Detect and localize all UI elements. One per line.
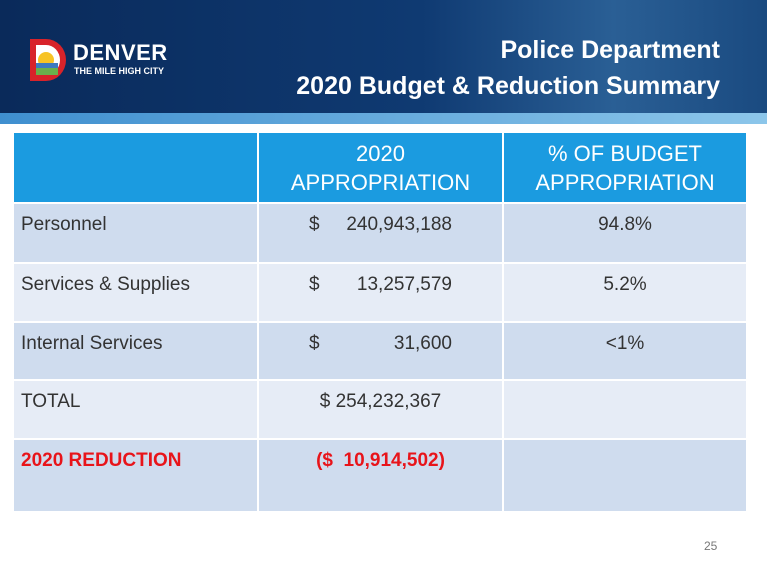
currency: $ (309, 333, 320, 354)
table-cell: 94.8% (504, 204, 748, 264)
table-cell: 5.2% (504, 264, 748, 323)
amount: $ 254,232,367 (319, 391, 442, 412)
table-cell: $ 254,232,367 (259, 381, 504, 440)
table-cell: $31,600 (259, 323, 504, 381)
header-text: APPROPRIATION (290, 170, 471, 195)
percent: 94.8% (598, 214, 652, 235)
brand: DENVER (73, 40, 168, 65)
table-row: 2020 REDUCTION ($ 10,914,502) (14, 440, 748, 513)
percent: <1% (605, 333, 645, 354)
row-label: TOTAL (21, 391, 81, 412)
table-cell: Services & Supplies (14, 264, 259, 323)
amount: 13,257,579 (356, 274, 452, 295)
table-row: Services & Supplies $13,257,579 5.2% (14, 264, 748, 323)
table-row: TOTAL $ 254,232,367 (14, 381, 748, 440)
page-number: 25 (704, 539, 718, 553)
row-label: Personnel (21, 214, 107, 235)
amount: 31,600 (393, 333, 452, 354)
header-text: APPROPRIATION (535, 170, 715, 195)
currency: $ (309, 214, 320, 235)
table-cell: <1% (504, 323, 748, 381)
amount: 240,943,188 (346, 214, 452, 235)
title-line: Police Department (500, 36, 720, 64)
table-cell (504, 440, 748, 513)
percent: 5.2% (603, 274, 647, 295)
logo (30, 39, 66, 81)
table-cell: 2020 REDUCTION (14, 440, 259, 513)
header-cell: % OF BUDGET APPROPRIATION (504, 133, 748, 204)
row-label: 2020 REDUCTION (21, 450, 182, 471)
header-cell: 2020 APPROPRIATION (259, 133, 504, 204)
table-row: Internal Services $31,600 <1% (14, 323, 748, 381)
header-text: 2020 (356, 141, 405, 166)
table-cell: ($ 10,914,502) (259, 440, 504, 513)
title-line: 2020 Budget & Reduction Summary (296, 72, 720, 100)
header-band: DENVER THE MILE HIGH CITY Police Departm… (0, 0, 767, 113)
amount: ($ 10,914,502) (316, 450, 445, 471)
row-label: Internal Services (21, 333, 163, 354)
header-row: 2020 APPROPRIATION % OF BUDGET APPROPRIATIO… (14, 133, 748, 204)
table-cell: $240,943,188 (259, 204, 504, 264)
table-cell: $13,257,579 (259, 264, 504, 323)
table-cell: Personnel (14, 204, 259, 264)
currency: $ (309, 274, 320, 295)
header-text: % OF BUDGET (547, 141, 702, 166)
table-cell: TOTAL (14, 381, 259, 440)
table-cell: Internal Services (14, 323, 259, 381)
table-cell (504, 381, 748, 440)
row-label: Services & Supplies (21, 274, 190, 295)
accent-strip (0, 113, 767, 124)
table-row: Personnel $240,943,188 94.8% (14, 204, 748, 264)
tagline: THE MILE HIGH CITY (74, 66, 164, 76)
header-cell (14, 133, 259, 204)
